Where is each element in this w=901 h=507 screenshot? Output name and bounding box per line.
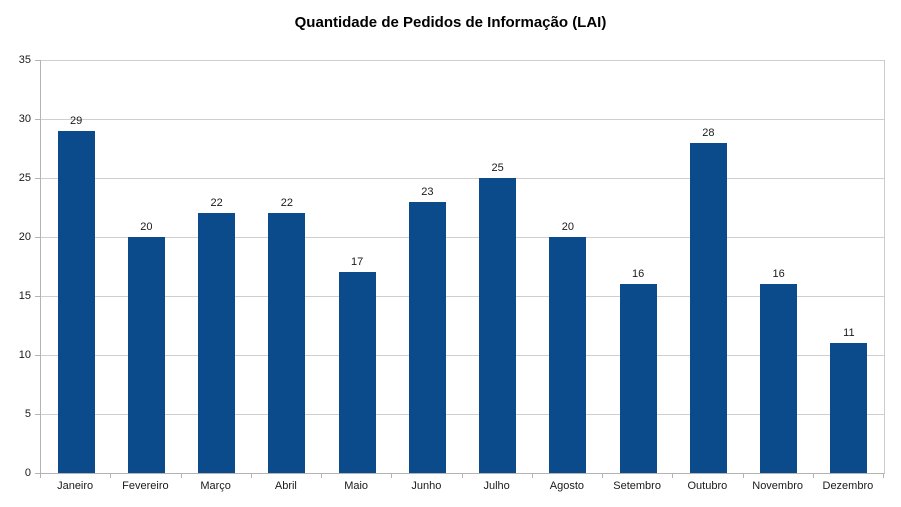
bar-value-label: 11 bbox=[843, 327, 855, 340]
bar bbox=[760, 284, 798, 473]
bar bbox=[408, 201, 446, 473]
bar bbox=[198, 213, 236, 473]
x-tick-label: Novembro bbox=[752, 480, 803, 492]
y-axis-tick bbox=[35, 178, 40, 179]
bar bbox=[57, 130, 95, 473]
x-axis-tick bbox=[250, 474, 252, 478]
x-axis-tick bbox=[321, 474, 322, 478]
bar-value-label: 16 bbox=[772, 268, 785, 281]
y-tick-label: 30 bbox=[18, 113, 31, 125]
y-tick-label: 10 bbox=[18, 349, 31, 361]
x-axis-tick bbox=[883, 474, 884, 478]
x-tick-label: Abril bbox=[274, 480, 297, 492]
gridline bbox=[41, 178, 884, 179]
x-axis-tick bbox=[812, 474, 814, 478]
x-tick-label: Maio bbox=[344, 480, 369, 492]
chart-title: Quantidade de Pedidos de Informação (LAI… bbox=[294, 14, 607, 31]
gridline bbox=[41, 296, 884, 297]
x-tick-label: Setembro bbox=[613, 480, 661, 492]
bar-value-label: 22 bbox=[210, 197, 223, 210]
bar bbox=[619, 284, 657, 473]
bar bbox=[338, 272, 376, 473]
bar-value-label: 20 bbox=[561, 221, 574, 233]
y-tick-label: 25 bbox=[18, 172, 31, 184]
bar bbox=[127, 237, 165, 473]
x-axis-tick bbox=[461, 474, 463, 478]
x-tick-label: Agosto bbox=[549, 480, 584, 492]
gridline bbox=[41, 60, 884, 61]
bar bbox=[549, 237, 587, 473]
bar-value-label: 16 bbox=[632, 268, 645, 281]
y-axis-tick bbox=[35, 296, 40, 297]
bar bbox=[689, 142, 727, 473]
y-axis-tick bbox=[35, 119, 40, 120]
bar-value-label: 22 bbox=[280, 197, 293, 210]
y-axis-tick bbox=[35, 60, 40, 61]
gridline bbox=[41, 237, 884, 238]
x-tick-label: Outubro bbox=[687, 480, 728, 492]
bar bbox=[830, 343, 868, 473]
x-axis-tick bbox=[40, 474, 41, 478]
x-axis-tick bbox=[110, 474, 112, 478]
bar bbox=[479, 178, 517, 473]
x-axis-tick bbox=[391, 474, 393, 478]
x-axis-tick bbox=[742, 474, 744, 478]
y-tick-label: 5 bbox=[24, 408, 31, 420]
bar-value-label: 17 bbox=[351, 256, 364, 269]
gridline bbox=[41, 414, 884, 415]
bar bbox=[268, 213, 306, 473]
x-tick-label: Março bbox=[200, 480, 231, 492]
bar-value-label: 23 bbox=[421, 185, 434, 198]
x-axis-tick bbox=[180, 474, 182, 478]
x-axis-tick bbox=[531, 474, 533, 478]
y-axis-tick bbox=[35, 355, 40, 356]
bar-value-label: 28 bbox=[702, 126, 715, 139]
bar-value-label: 25 bbox=[491, 162, 504, 174]
bar-value-label: 29 bbox=[70, 114, 83, 127]
x-tick-label: Julho bbox=[483, 480, 510, 492]
y-tick-label: 15 bbox=[18, 290, 31, 302]
x-tick-label: Junho bbox=[411, 480, 442, 492]
y-axis-tick bbox=[35, 414, 40, 415]
y-axis-tick bbox=[35, 237, 40, 238]
y-tick-label: 20 bbox=[18, 231, 31, 243]
x-tick-label: Dezembro bbox=[822, 480, 874, 492]
y-tick-label: 0 bbox=[24, 467, 31, 479]
x-axis-tick bbox=[602, 474, 603, 478]
y-tick-label: 35 bbox=[18, 54, 31, 66]
gridline bbox=[41, 119, 884, 120]
x-tick-label: Fevereiro bbox=[122, 480, 169, 492]
x-tick-label: Janeiro bbox=[57, 480, 94, 492]
bar-value-label: 20 bbox=[140, 221, 153, 233]
plot-area: 29 20 22 22 17 23 25 20 16 28 16 11 bbox=[40, 60, 885, 474]
gridline bbox=[41, 355, 884, 356]
x-axis-tick bbox=[672, 474, 674, 478]
y-axis-tick bbox=[35, 473, 40, 474]
